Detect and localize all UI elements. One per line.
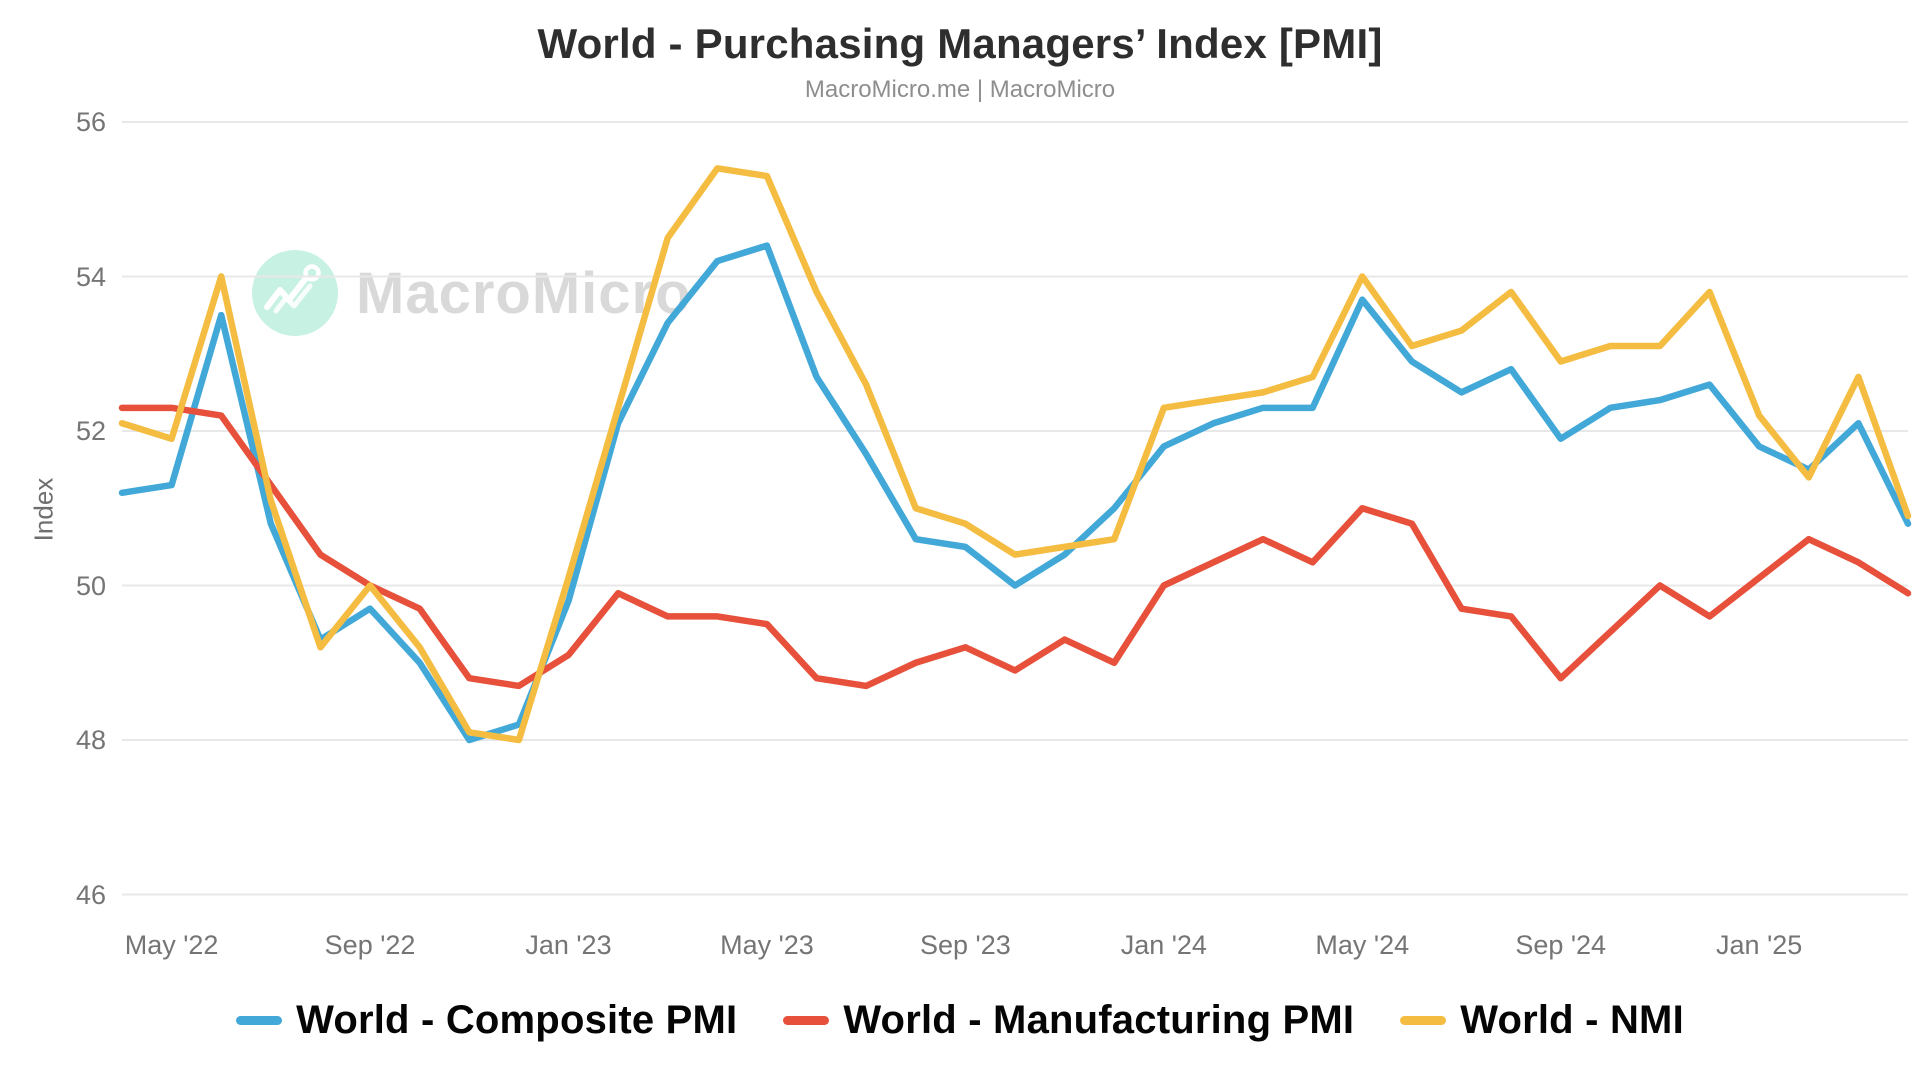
chart-subtitle: MacroMicro.me | MacroMicro [804, 76, 1116, 103]
y-tick-label-52: 52 [75, 416, 106, 446]
y-axis-title: Index [28, 477, 59, 542]
chart-legend: World - Composite PMI World - Manufactur… [0, 998, 1920, 1043]
x-tick-label-Sep-22: Sep '22 [324, 930, 416, 960]
x-tick-label-Jan-24: Jan '24 [1120, 930, 1207, 960]
series-line-world-composite-pmi[interactable] [118, 242, 1912, 744]
series-line-world-nmi[interactable] [118, 165, 1912, 744]
legend-item-composite-pmi[interactable]: World - Composite PMI [236, 998, 737, 1043]
composite-pmi-legend-marker [236, 1016, 283, 1025]
x-tick-label-May-23: May '23 [720, 930, 814, 960]
manufacturing-pmi-legend-marker [783, 1016, 830, 1025]
x-tick-label-Sep-23: Sep '23 [920, 930, 1011, 960]
legend-label: World - NMI [1460, 998, 1684, 1042]
x-tick-label-Jan-25: Jan '25 [1716, 930, 1803, 960]
y-tick-label-48: 48 [75, 725, 106, 755]
legend-item-nmi[interactable]: World - NMI [1400, 998, 1684, 1043]
y-tick-label-54: 54 [75, 261, 106, 292]
x-tick-label-May-24: May '24 [1315, 930, 1410, 960]
legend-label: World - Composite PMI [296, 998, 738, 1042]
y-tick-label-50: 50 [75, 570, 106, 601]
y-tick-label-46: 46 [75, 879, 106, 910]
series-line-world-manufacturing-pmi[interactable] [118, 404, 1912, 690]
x-tick-label-Sep-24: Sep '24 [1515, 930, 1607, 960]
legend-label: World - Manufacturing PMI [843, 998, 1355, 1042]
y-tick-label-56: 56 [75, 107, 106, 137]
x-tick-label-May-22: May '22 [124, 930, 219, 960]
x-tick-label-Jan-23: Jan '23 [525, 930, 612, 960]
legend-item-manufacturing-pmi[interactable]: World - Manufacturing PMI [783, 998, 1354, 1043]
nmi-legend-marker [1400, 1016, 1447, 1025]
page-title: World - Purchasing Managers’ Index [PMI] [537, 20, 1383, 67]
